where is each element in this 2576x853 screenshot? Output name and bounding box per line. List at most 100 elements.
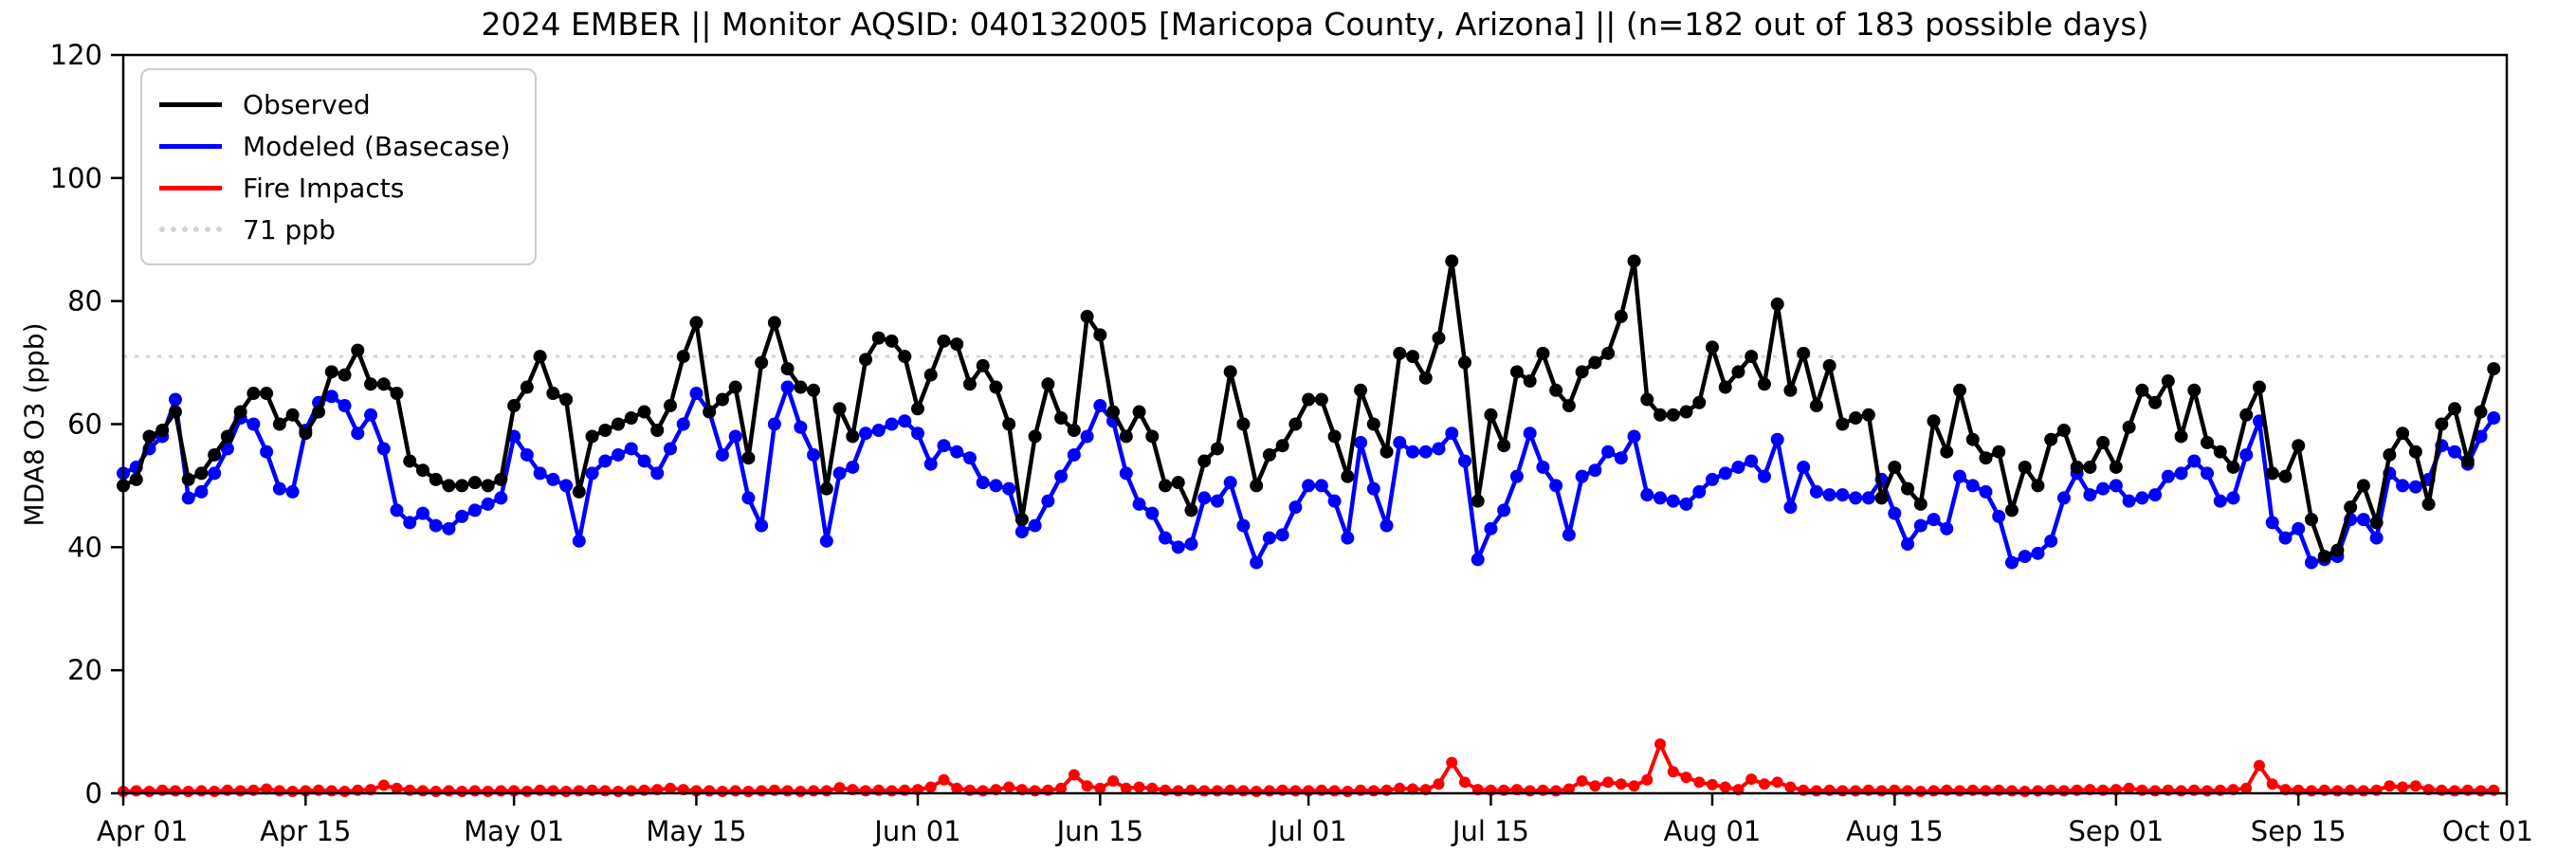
data-point bbox=[1979, 451, 1993, 465]
legend-item-fire-impacts: Fire Impacts bbox=[159, 167, 510, 209]
data-point bbox=[1524, 785, 1536, 797]
data-point bbox=[898, 350, 912, 364]
data-point bbox=[716, 786, 728, 798]
data-point bbox=[1341, 531, 1355, 545]
data-point bbox=[1197, 454, 1212, 468]
data-point bbox=[1692, 395, 1707, 409]
data-point bbox=[650, 423, 665, 437]
data-point bbox=[1094, 782, 1106, 794]
data-point bbox=[846, 460, 860, 474]
data-point bbox=[703, 405, 717, 419]
data-point bbox=[1445, 426, 1459, 441]
data-point bbox=[612, 447, 626, 462]
data-point bbox=[220, 429, 234, 444]
data-point bbox=[181, 472, 195, 486]
data-point bbox=[1757, 377, 1771, 391]
data-point bbox=[338, 786, 351, 798]
data-point bbox=[169, 785, 181, 797]
data-point bbox=[663, 442, 677, 456]
data-point bbox=[2174, 429, 2188, 444]
data-point bbox=[703, 785, 716, 797]
data-point bbox=[1902, 785, 1914, 797]
data-point bbox=[1119, 466, 1133, 481]
data-point bbox=[1119, 429, 1133, 444]
data-point bbox=[181, 491, 195, 505]
data-point bbox=[1614, 451, 1628, 465]
data-point bbox=[599, 785, 612, 797]
data-point bbox=[780, 362, 795, 376]
data-point bbox=[756, 785, 768, 797]
x-tick-label: Aug 01 bbox=[1664, 815, 1762, 847]
data-point bbox=[560, 786, 573, 798]
data-point bbox=[1028, 518, 1042, 533]
data-point bbox=[456, 786, 468, 798]
data-point bbox=[2239, 447, 2254, 462]
data-point bbox=[2213, 494, 2227, 508]
data-point bbox=[1601, 445, 1616, 459]
data-point bbox=[573, 785, 585, 797]
data-point bbox=[1797, 460, 1811, 474]
data-point bbox=[1250, 555, 1264, 570]
data-point bbox=[324, 390, 338, 404]
data-point bbox=[1327, 494, 1342, 508]
data-point bbox=[130, 785, 142, 797]
data-point bbox=[2004, 503, 2019, 517]
data-point bbox=[1210, 442, 1224, 456]
data-point bbox=[1536, 460, 1550, 474]
data-point bbox=[637, 405, 651, 419]
data-point bbox=[2356, 479, 2370, 493]
data-point bbox=[559, 479, 574, 493]
data-point bbox=[742, 786, 755, 798]
x-tick-label: Sep 01 bbox=[2068, 815, 2164, 847]
y-tick-label: 0 bbox=[85, 777, 102, 809]
data-point bbox=[871, 423, 886, 437]
data-point bbox=[1366, 417, 1380, 431]
data-point bbox=[443, 785, 455, 797]
data-point bbox=[1288, 500, 1303, 515]
data-point bbox=[938, 773, 950, 786]
data-point bbox=[2487, 411, 2501, 426]
data-point bbox=[546, 387, 560, 401]
data-point bbox=[494, 491, 508, 505]
data-point bbox=[467, 476, 482, 490]
data-point bbox=[886, 785, 898, 797]
data-point bbox=[1836, 488, 1850, 502]
data-point bbox=[794, 380, 808, 394]
data-point bbox=[299, 426, 313, 441]
data-point bbox=[2018, 460, 2032, 474]
data-point bbox=[2031, 546, 2045, 560]
data-point bbox=[1068, 769, 1080, 781]
data-point bbox=[807, 447, 821, 462]
data-point bbox=[2239, 408, 2254, 422]
data-point bbox=[728, 429, 742, 444]
data-point bbox=[429, 518, 443, 533]
data-point bbox=[495, 785, 507, 797]
data-point bbox=[1433, 778, 1445, 790]
data-point bbox=[1602, 776, 1615, 789]
data-point bbox=[807, 383, 821, 397]
data-point bbox=[1237, 785, 1250, 797]
data-point bbox=[637, 454, 651, 468]
data-point bbox=[1002, 417, 1016, 431]
data-point bbox=[976, 476, 990, 490]
data-point bbox=[415, 463, 429, 478]
data-point bbox=[2213, 445, 2227, 459]
data-point bbox=[2409, 780, 2421, 792]
data-point bbox=[1992, 509, 2006, 523]
data-point bbox=[1289, 785, 1302, 797]
data-point bbox=[1809, 484, 1823, 499]
data-point bbox=[572, 484, 586, 499]
data-point bbox=[2044, 534, 2058, 548]
data-point bbox=[1731, 460, 1745, 474]
data-point bbox=[715, 447, 729, 462]
data-point bbox=[391, 782, 403, 794]
data-point bbox=[376, 377, 391, 391]
data-point bbox=[1251, 786, 1263, 798]
data-point bbox=[2460, 454, 2475, 468]
data-point bbox=[467, 503, 482, 517]
data-point bbox=[442, 479, 456, 493]
data-point bbox=[1093, 328, 1107, 342]
data-point bbox=[2057, 785, 2070, 797]
data-point bbox=[286, 786, 299, 798]
data-point bbox=[859, 426, 873, 441]
